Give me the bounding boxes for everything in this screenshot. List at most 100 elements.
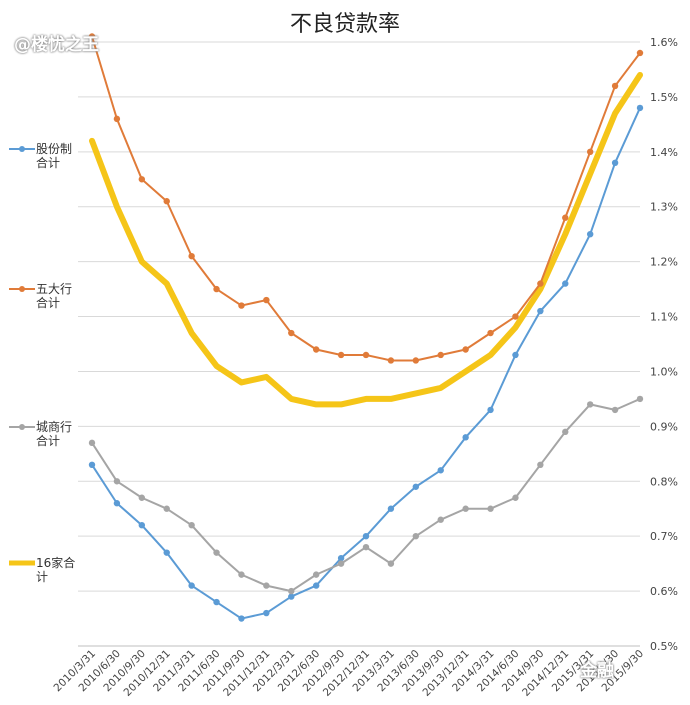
y-tick-label: 0.5%: [650, 640, 678, 653]
data-point: [138, 494, 146, 501]
data-point: [88, 439, 96, 447]
data-point: [412, 483, 420, 490]
data-point: [462, 434, 469, 441]
data-point: [636, 104, 644, 112]
data-point: [138, 522, 146, 529]
series-lines: [88, 33, 644, 622]
data-point: [213, 549, 220, 556]
series-line: [91, 106, 641, 620]
data-point: [288, 329, 295, 337]
data-point: [636, 49, 644, 57]
y-axis-ticks: 0.5% 0.6% 0.7% 0.8% 0.9% 1.0% 1.1% 1.2% 1.3% 1.4%…: [650, 36, 678, 653]
data-point: [238, 615, 245, 622]
legend-label: 城商行合计: [36, 420, 73, 448]
y-tick-label: 1.3%: [650, 201, 678, 214]
data-point: [562, 280, 569, 287]
data-point: [288, 587, 295, 595]
data-point: [537, 280, 544, 287]
data-point: [312, 571, 320, 578]
data-point: [138, 176, 146, 183]
data-point: [113, 115, 121, 123]
legend-swatch: [9, 424, 35, 430]
data-point: [163, 198, 170, 205]
data-point: [113, 500, 121, 507]
data-point: [188, 252, 195, 260]
series-line: [91, 35, 641, 362]
y-tick-label: 1.2%: [650, 256, 678, 269]
data-point: [163, 505, 170, 512]
legend-swatch: [9, 286, 35, 292]
data-point: [163, 549, 170, 556]
data-point: [213, 285, 220, 293]
series-line: [89, 71, 643, 408]
data-point: [611, 82, 619, 90]
y-tick-label: 1.4%: [650, 146, 678, 159]
data-point: [512, 351, 519, 359]
data-point: [562, 428, 569, 436]
data-point: [487, 505, 494, 512]
y-tick-label: 0.9%: [650, 420, 678, 433]
watermark-top-left: @楼忧之王: [14, 35, 99, 55]
data-point: [263, 582, 270, 589]
data-point: [362, 543, 370, 551]
y-tick-label: 1.0%: [650, 365, 678, 378]
y-tick-label: 0.8%: [650, 475, 678, 488]
data-point: [387, 560, 395, 567]
data-point: [288, 593, 295, 600]
data-point: [88, 461, 96, 468]
legend-label: 五大行合计: [36, 282, 73, 310]
data-point: [88, 33, 96, 40]
data-point: [412, 532, 420, 540]
data-point: [312, 346, 320, 353]
data-point: [387, 505, 395, 512]
y-tick-label: 1.5%: [650, 91, 678, 104]
data-point: [263, 609, 270, 617]
data-point: [337, 554, 345, 562]
data-point: [188, 522, 195, 529]
data-point: [437, 516, 444, 523]
data-point: [412, 357, 420, 364]
gridlines: [78, 41, 640, 647]
data-point: [113, 478, 121, 485]
data-point: [586, 148, 594, 156]
y-tick-label: 0.6%: [650, 585, 678, 598]
legend-swatch: [9, 146, 35, 152]
data-point: [337, 351, 345, 359]
data-point: [512, 313, 519, 320]
chart-title: 不良贷款率: [289, 12, 400, 37]
data-point: [586, 401, 594, 408]
data-point: [263, 296, 270, 304]
data-point: [562, 214, 569, 221]
data-point: [213, 598, 220, 606]
data-point: [611, 159, 619, 166]
data-point: [487, 329, 494, 337]
data-point: [512, 494, 519, 501]
y-tick-label: 0.7%: [650, 530, 678, 543]
data-point: [362, 532, 370, 540]
legend-label: 股份制合计: [36, 142, 73, 170]
data-point: [462, 505, 469, 512]
data-point: [462, 346, 469, 353]
data-point: [487, 406, 494, 414]
legend-swatch: [9, 560, 35, 566]
data-point: [362, 351, 370, 359]
data-point: [437, 351, 444, 359]
legend-label: 16家合计: [36, 556, 76, 584]
legend-item: 城商行合计: [8, 420, 76, 448]
data-point: [387, 357, 395, 364]
legend-item: 五大行合计: [8, 282, 76, 310]
data-point: [537, 461, 544, 468]
data-point: [437, 467, 444, 474]
data-point: [238, 571, 245, 578]
legend-item: 股份制合计: [8, 142, 76, 170]
legend-item: 16家合计: [8, 556, 76, 584]
y-tick-label: 1.6%: [650, 36, 678, 49]
y-tick-label: 1.1%: [650, 311, 678, 324]
x-axis-ticks: 2010/3/312010/6/302010/9/302010/12/31201…: [52, 648, 647, 699]
data-point: [188, 582, 195, 589]
data-point: [636, 395, 644, 403]
data-point: [586, 230, 594, 238]
data-point: [611, 406, 619, 414]
data-point: [312, 582, 320, 589]
